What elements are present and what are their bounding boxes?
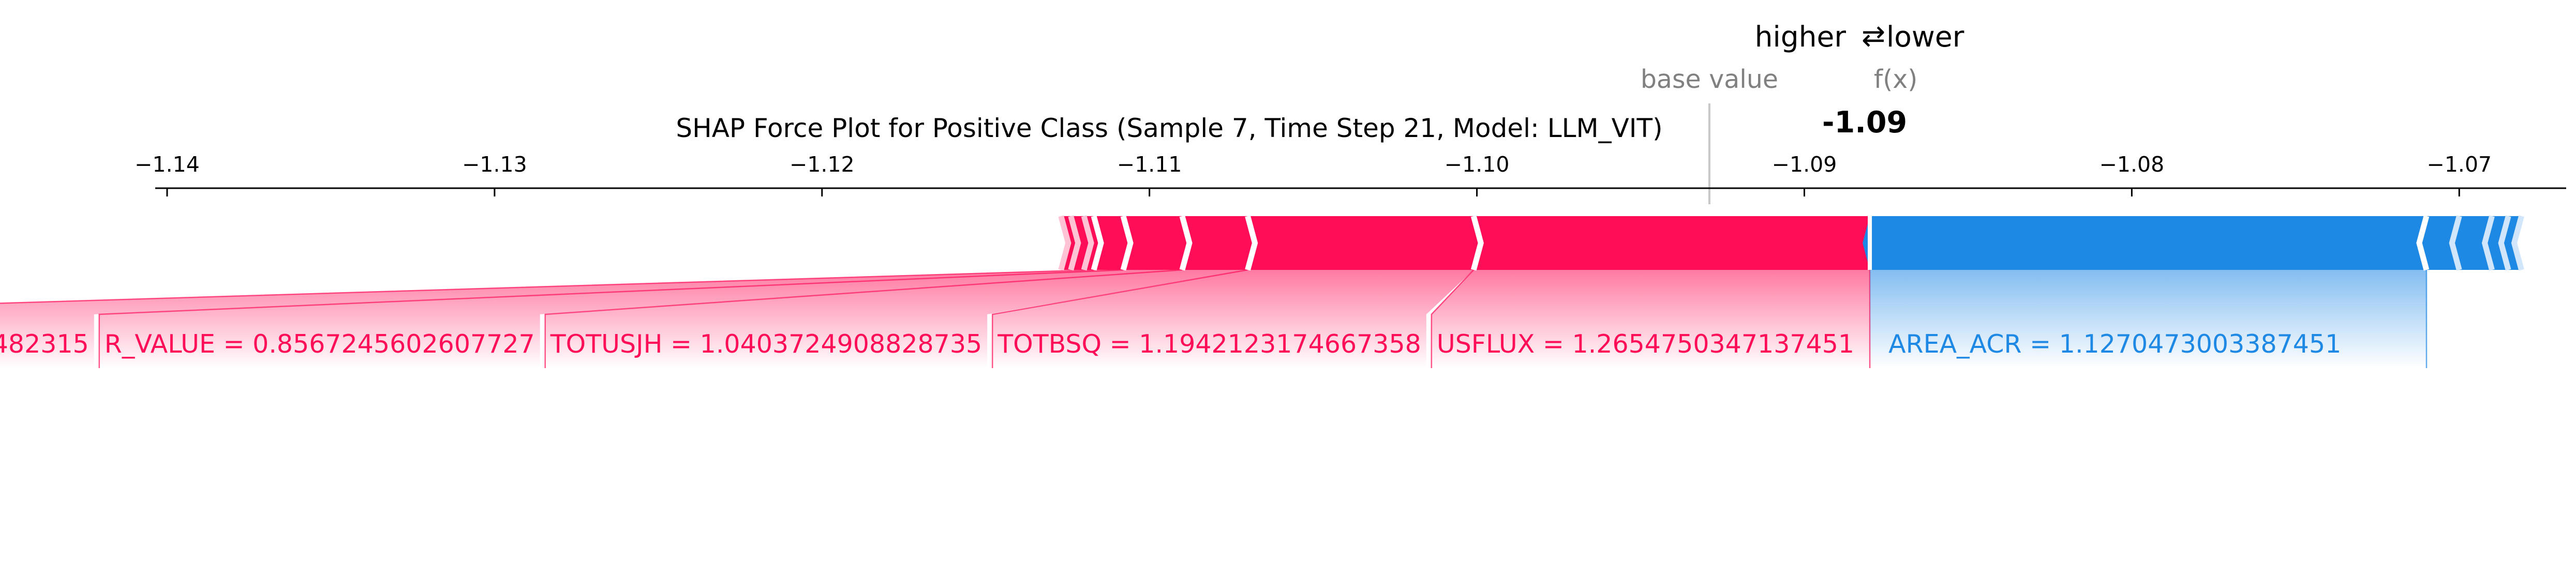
negative-bar-segment bbox=[1863, 216, 2427, 270]
x-tick-label: −1.08 bbox=[2099, 152, 2165, 177]
x-tick-label: −1.09 bbox=[1772, 152, 1837, 177]
connector-line bbox=[544, 269, 1183, 368]
feature-equals: = bbox=[2022, 329, 2059, 359]
feature-equals: = bbox=[1535, 329, 1572, 359]
base-value-label: base value bbox=[1641, 65, 1778, 94]
feature-value: 1.2654750347137451 bbox=[1572, 329, 1855, 359]
connector-area bbox=[1431, 270, 1870, 368]
feature-value: 1.0403724908828735 bbox=[700, 329, 982, 359]
feature-label: ABSNJZH = 0.10858020931482315 bbox=[0, 329, 89, 359]
connector-line bbox=[0, 269, 1094, 304]
fx-label: f(x) bbox=[1874, 65, 1917, 94]
bar-separator bbox=[2511, 215, 2524, 271]
positive-bar-segment bbox=[1182, 216, 1255, 270]
bar-separator bbox=[1081, 215, 1094, 271]
legend-arrow-icon: ⇄ bbox=[1862, 19, 1885, 52]
bar-separator bbox=[1179, 215, 1193, 271]
bar-separator bbox=[1470, 215, 1484, 271]
positive-bar-segment bbox=[1247, 216, 1481, 270]
feature-name: AREA_ACR bbox=[1888, 329, 2021, 359]
feature-value: 1.1270473003387451 bbox=[2059, 329, 2342, 359]
negative-tail-segment bbox=[2419, 216, 2460, 270]
bar-separator bbox=[1068, 215, 1081, 271]
bar-separator bbox=[1120, 215, 1134, 271]
feature-label: TOTUSJH = 1.0403724908828735 bbox=[550, 329, 982, 359]
x-tick-label: −1.13 bbox=[462, 152, 527, 177]
x-axis: −1.14 −1.13 −1.12 −1.11 −1.10 −1.09 −1.08 −1.07 bbox=[135, 152, 2566, 196]
feature-label: USFLUX = 1.2654750347137451 bbox=[1437, 329, 1854, 359]
positive-bar-segment bbox=[1473, 216, 1878, 270]
connector-area bbox=[99, 270, 1182, 368]
feature-name: TOTBSQ bbox=[997, 329, 1101, 359]
legend-higher-label: higher bbox=[1755, 20, 1847, 53]
x-tick-label: −1.10 bbox=[1445, 152, 1510, 177]
connector-area bbox=[545, 270, 1248, 368]
connector-area bbox=[992, 270, 1474, 368]
feature-value: 1.1942123174667358 bbox=[1139, 329, 1421, 359]
feature-value: 0.8567245602607727 bbox=[252, 329, 535, 359]
feature-equals: = bbox=[215, 329, 252, 359]
feature-equals: = bbox=[662, 329, 699, 359]
legend: higher ⇄ lower bbox=[1755, 19, 1964, 53]
fx-value: -1.09 bbox=[1822, 105, 1907, 140]
chart-title: SHAP Force Plot for Positive Class (Samp… bbox=[676, 113, 1662, 143]
feature-name: TOTUSJH bbox=[550, 329, 663, 359]
feature-label: AREA_ACR = 1.1270473003387451 bbox=[1888, 329, 2341, 359]
feature-labels: USFLUX = 1.2654750347137451 TOTBSQ = 1.19… bbox=[0, 329, 2341, 359]
positive-bar-segment bbox=[1094, 216, 1131, 270]
bar-separator bbox=[2416, 215, 2430, 271]
feature-label: R_VALUE = 0.8567245602607727 bbox=[105, 329, 535, 359]
x-tick-label: −1.07 bbox=[2426, 152, 2492, 177]
connector-line bbox=[991, 269, 1248, 368]
connector-line bbox=[1431, 269, 1475, 368]
feature-value: 0.10858020931482315 bbox=[0, 329, 89, 359]
bar-separator bbox=[2449, 215, 2462, 271]
force-bars bbox=[1058, 215, 2524, 271]
feature-equals: = bbox=[1101, 329, 1139, 359]
x-tick-label: −1.14 bbox=[135, 152, 200, 177]
x-tick-label: −1.12 bbox=[790, 152, 855, 177]
bar-separator bbox=[2498, 215, 2511, 271]
feature-name: R_VALUE bbox=[105, 329, 215, 359]
connector-area bbox=[0, 270, 1124, 368]
connector-line bbox=[98, 269, 1124, 368]
label-connector-fills bbox=[0, 269, 2428, 368]
bar-separator bbox=[1091, 215, 1104, 271]
bar-separator bbox=[2481, 215, 2495, 271]
legend-lower-label: lower bbox=[1886, 20, 1964, 53]
bar-separator bbox=[1245, 215, 1258, 271]
bar-separator bbox=[1058, 215, 1071, 271]
positive-bar-segment bbox=[1123, 216, 1189, 270]
feature-label: TOTBSQ = 1.1942123174667358 bbox=[997, 329, 1421, 359]
connector-area bbox=[1870, 270, 2427, 368]
negative-tail-segment bbox=[2452, 216, 2492, 270]
x-tick-label: −1.11 bbox=[1117, 152, 1182, 177]
feature-name: USFLUX bbox=[1437, 329, 1535, 359]
